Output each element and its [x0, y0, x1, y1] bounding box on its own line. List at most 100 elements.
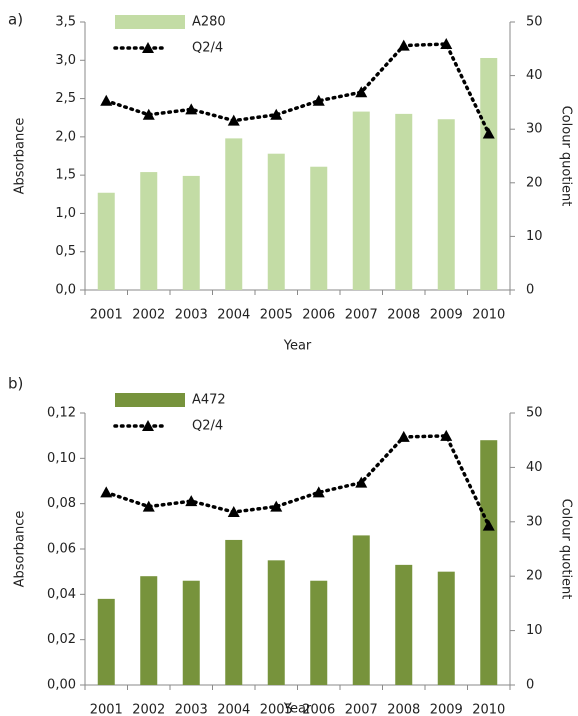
- legend-label: A472: [192, 393, 226, 408]
- bar: [310, 580, 328, 685]
- y-tick-label: 0,12: [47, 406, 76, 421]
- y-tick-label: 3,0: [55, 53, 76, 68]
- x-tick-label: 2003: [175, 308, 208, 323]
- y2-axis-label: Colour quotient: [559, 106, 574, 207]
- bar: [437, 571, 455, 685]
- legend-marker: [142, 420, 154, 431]
- y2-tick-label: 20: [526, 175, 543, 190]
- bar: [225, 138, 243, 290]
- line-marker: [100, 486, 113, 498]
- y-tick-label: 1,0: [55, 206, 76, 221]
- bar: [267, 153, 285, 290]
- y2-tick-label: 50: [526, 15, 543, 30]
- line-marker: [397, 39, 410, 51]
- line-marker: [440, 37, 453, 49]
- legend-label: A280: [192, 15, 226, 30]
- bar: [310, 166, 328, 290]
- x-tick-label: 2004: [217, 703, 250, 716]
- x-tick-label: 2009: [430, 308, 463, 323]
- line-marker: [482, 519, 495, 531]
- y2-tick-label: 30: [526, 514, 543, 529]
- legend-label: Q2/4: [192, 41, 223, 56]
- x-tick-label: 2005: [260, 703, 293, 716]
- x-tick-label: 2007: [345, 703, 378, 716]
- x-axis-label: Year: [283, 702, 312, 716]
- y2-axis-label: Colour quotient: [559, 499, 574, 600]
- bar: [480, 440, 498, 685]
- line: [104, 434, 491, 528]
- bar: [182, 580, 200, 685]
- legend-swatch: [115, 15, 185, 29]
- bar: [437, 119, 455, 290]
- y-tick-label: 0,08: [47, 496, 76, 511]
- y2-tick-label: 50: [526, 406, 543, 421]
- y2-tick-label: 0: [526, 678, 534, 693]
- y-tick-label: 0,10: [47, 451, 76, 466]
- y-tick-label: 3,5: [55, 15, 76, 30]
- legend-swatch: [115, 393, 185, 407]
- bar: [395, 113, 413, 290]
- x-tick-label: 2001: [90, 308, 123, 323]
- y-tick-label: 2,0: [55, 129, 76, 144]
- y-tick-label: 0,5: [55, 244, 76, 259]
- y2-tick-label: 40: [526, 68, 543, 83]
- line-marker: [227, 506, 240, 518]
- y2-tick-label: 10: [526, 623, 543, 638]
- bar: [352, 111, 370, 291]
- x-tick-label: 2006: [302, 308, 335, 323]
- x-tick-label: 2002: [132, 703, 165, 716]
- bar: [225, 539, 243, 685]
- bar: [140, 172, 158, 290]
- line-marker: [355, 476, 368, 488]
- bar: [182, 175, 200, 290]
- x-tick-label: 2009: [430, 703, 463, 716]
- y2-tick-label: 30: [526, 122, 543, 137]
- x-tick-label: 2010: [472, 308, 505, 323]
- panel-label: a): [8, 11, 23, 29]
- y-tick-label: 0,02: [47, 632, 76, 647]
- y-tick-label: 0,06: [47, 542, 76, 557]
- y2-tick-label: 40: [526, 460, 543, 475]
- y2-tick-label: 0: [526, 283, 534, 298]
- x-tick-label: 2010: [472, 703, 505, 716]
- bar: [480, 57, 498, 290]
- bar: [97, 192, 115, 290]
- y-tick-label: 0,00: [47, 678, 76, 693]
- bar: [140, 576, 158, 685]
- line-marker: [270, 108, 283, 120]
- line-marker: [440, 429, 453, 441]
- line-marker: [185, 495, 198, 507]
- bar: [352, 535, 370, 685]
- x-tick-label: 2001: [90, 703, 123, 716]
- bar: [97, 598, 115, 685]
- x-tick-label: 2002: [132, 308, 165, 323]
- x-tick-label: 2004: [217, 308, 250, 323]
- bar: [395, 564, 413, 685]
- y2-tick-label: 10: [526, 229, 543, 244]
- line-marker: [312, 486, 325, 498]
- y-tick-label: 0,0: [55, 283, 76, 298]
- panel-label: b): [8, 375, 23, 393]
- y-tick-label: 2,5: [55, 91, 76, 106]
- x-tick-label: 2007: [345, 308, 378, 323]
- y-axis-label: Absorbance: [13, 511, 28, 588]
- legend-label: Q2/4: [192, 419, 223, 434]
- bar: [267, 560, 285, 685]
- y-tick-label: 0,04: [47, 587, 76, 602]
- legend-marker: [142, 42, 154, 53]
- x-tick-label: 2003: [175, 703, 208, 716]
- y-tick-label: 1,5: [55, 168, 76, 183]
- line-marker: [100, 94, 113, 106]
- x-tick-label: 2008: [387, 308, 420, 323]
- x-axis-label: Year: [283, 339, 312, 354]
- line-marker: [355, 86, 368, 98]
- y2-tick-label: 20: [526, 569, 543, 584]
- x-tick-label: 2006: [302, 703, 335, 716]
- x-tick-label: 2008: [387, 703, 420, 716]
- line: [104, 42, 491, 136]
- line-marker: [397, 430, 410, 442]
- line-marker: [227, 114, 240, 126]
- line-marker: [142, 108, 155, 120]
- x-tick-label: 2005: [260, 308, 293, 323]
